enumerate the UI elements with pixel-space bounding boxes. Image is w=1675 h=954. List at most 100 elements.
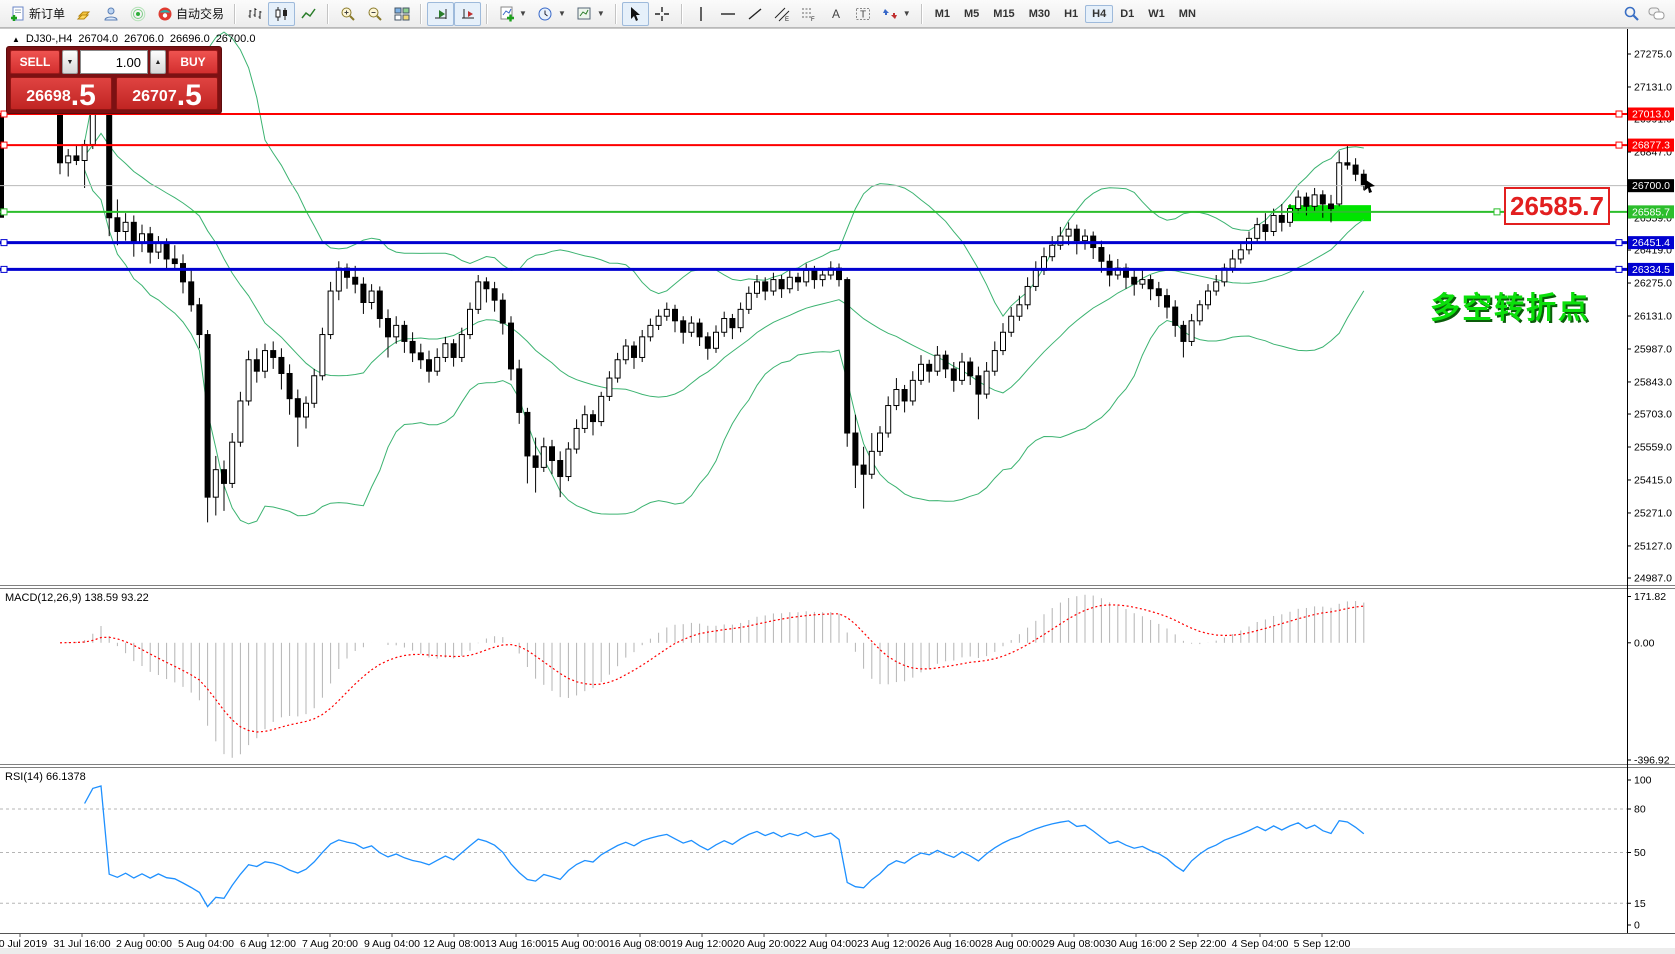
- collapse-trade-panel-icon[interactable]: ▲: [12, 34, 20, 44]
- text-tool-button[interactable]: A: [823, 2, 850, 26]
- price-badge-label: 26334.5: [1632, 264, 1670, 276]
- horizontal-lines-layer[interactable]: [0, 110, 1627, 273]
- line-anchor-handle[interactable]: [1493, 208, 1501, 216]
- date-label: 26 Aug 16:00: [919, 938, 981, 950]
- price-tag-label[interactable]: 26585.7: [1504, 187, 1610, 225]
- line-anchor-handle[interactable]: [1615, 239, 1623, 247]
- search-icon[interactable]: [1623, 5, 1640, 22]
- timeframe-h4[interactable]: H4: [1085, 4, 1114, 23]
- candlestick-icon: [273, 5, 290, 22]
- line-chart-button[interactable]: [295, 2, 322, 26]
- label-tool-button[interactable]: T: [850, 2, 877, 26]
- svg-text:80: 80: [1634, 804, 1646, 816]
- zoom-out-button[interactable]: [361, 2, 388, 26]
- bollinger-middle-band: [84, 132, 1365, 398]
- chat-icon[interactable]: [1648, 5, 1665, 22]
- line-anchor-handle[interactable]: [1615, 141, 1623, 149]
- period-button[interactable]: ▼: [532, 2, 571, 26]
- add-indicator-icon: [498, 5, 515, 22]
- svg-text:100: 100: [1634, 775, 1652, 787]
- timeframe-w1[interactable]: W1: [1148, 7, 1165, 20]
- svg-text:50: 50: [1634, 847, 1646, 859]
- price-axis[interactable]: 27275.027131.026991.026847.026703.026559…: [1627, 49, 1674, 585]
- timeframe-m15[interactable]: M15: [993, 7, 1015, 20]
- svg-text:-396.92: -396.92: [1634, 755, 1670, 767]
- sell-button[interactable]: SELL: [10, 50, 60, 74]
- bar-chart-button[interactable]: [241, 2, 268, 26]
- sell-price-panel[interactable]: 26698.5: [10, 77, 112, 110]
- zoom-out-icon: [366, 5, 383, 22]
- tile-windows-icon: [393, 5, 410, 22]
- new-order-button[interactable]: 新订单: [4, 2, 70, 26]
- autotrade-button[interactable]: 自动交易: [151, 2, 229, 26]
- green-highlight-zone[interactable]: [1288, 205, 1371, 222]
- timeframe-mn[interactable]: MN: [1178, 7, 1196, 20]
- new-order-icon: [9, 5, 26, 22]
- auto-scroll-button[interactable]: [454, 1, 482, 26]
- svg-text:24987.0: 24987.0: [1634, 572, 1672, 584]
- volume-input[interactable]: [80, 50, 148, 74]
- timeframe-h1[interactable]: H1: [1064, 7, 1079, 20]
- shift-chart-button[interactable]: [427, 1, 455, 26]
- template-button[interactable]: ▼: [571, 2, 610, 26]
- svg-text:E: E: [785, 17, 789, 22]
- buy-button[interactable]: BUY: [168, 50, 218, 74]
- svg-text:25271.0: 25271.0: [1634, 507, 1672, 519]
- cursor-tool-button[interactable]: [621, 1, 649, 26]
- trendline-tool-button[interactable]: [742, 2, 769, 26]
- volume-decrease-button[interactable]: ▼: [62, 50, 78, 74]
- trader-icon: [102, 5, 119, 22]
- line-anchor-handle[interactable]: [1615, 110, 1623, 118]
- signal-button[interactable]: [124, 2, 151, 26]
- date-axis[interactable]: 30 Jul 2019 31 Jul 16:00 2 Aug 00:00 5 Aug …: [0, 933, 1350, 950]
- date-label: 22 Aug 04:00: [795, 938, 857, 950]
- horizontal-line-tool-button[interactable]: [715, 2, 742, 26]
- volume-increase-button[interactable]: ▲: [150, 50, 166, 74]
- price-badge-label: 26451.4: [1632, 237, 1670, 249]
- candles-layer: [57, 57, 1367, 523]
- buy-price-frac: .5: [176, 78, 202, 112]
- line-anchor-handle[interactable]: [0, 141, 8, 149]
- dropdown-caret-icon: ▼: [519, 9, 527, 18]
- toolbar-separator: [234, 3, 237, 24]
- price-badge: [1628, 236, 1674, 250]
- line-anchor-handle[interactable]: [1615, 265, 1623, 273]
- timeframe-m1[interactable]: M1: [934, 7, 950, 20]
- crosshair-icon: [654, 5, 671, 22]
- zoom-in-button[interactable]: [334, 2, 361, 26]
- price-badge: [1628, 107, 1674, 121]
- add-indicator-button[interactable]: ▼: [493, 2, 532, 26]
- line-chart-icon: [300, 5, 317, 22]
- vertical-line-icon: [693, 5, 710, 22]
- arrows-tool-button[interactable]: ▼: [877, 2, 916, 26]
- buy-price-panel[interactable]: 26707.5: [116, 77, 218, 110]
- line-anchor-handle[interactable]: [0, 239, 8, 247]
- fibonacci-tool-button[interactable]: F: [796, 2, 823, 26]
- timeframe-m30[interactable]: M30: [1028, 7, 1051, 20]
- line-anchor-handle[interactable]: [0, 110, 8, 118]
- toolbar-separator: [486, 3, 489, 24]
- open-value: 26704.0: [78, 33, 119, 45]
- gold-button[interactable]: [70, 2, 97, 26]
- line-anchor-handle[interactable]: [0, 265, 8, 273]
- line-anchor-handle[interactable]: [0, 208, 8, 216]
- tile-windows-button[interactable]: [388, 2, 415, 26]
- channel-tool-button[interactable]: E: [769, 2, 796, 26]
- svg-text:F: F: [811, 17, 815, 22]
- timeframe-m5[interactable]: M5: [964, 7, 980, 20]
- trader-button[interactable]: [97, 2, 124, 26]
- autotrade-label: 自动交易: [176, 7, 225, 21]
- crosshair-tool-button[interactable]: [649, 2, 676, 26]
- date-label: 30 Jul 2019: [0, 938, 47, 950]
- timeframe-d1[interactable]: D1: [1120, 7, 1135, 20]
- vertical-line-tool-button[interactable]: [688, 2, 715, 26]
- cursor-icon: [627, 5, 644, 22]
- date-label: 16 Aug 08:00: [609, 938, 671, 950]
- candlestick-chart-button[interactable]: [268, 1, 296, 26]
- one-click-trading-panel: SELL ▼ ▲ BUY 26698.5 26707.5: [6, 46, 222, 114]
- svg-text:27131.0: 27131.0: [1634, 81, 1672, 93]
- low-value: 26696.0: [169, 33, 210, 45]
- close-value: 26700.0: [215, 33, 256, 45]
- timeframe-group: M1 M5 M15 M30 H1 H4 D1 W1 MN: [928, 1, 1203, 27]
